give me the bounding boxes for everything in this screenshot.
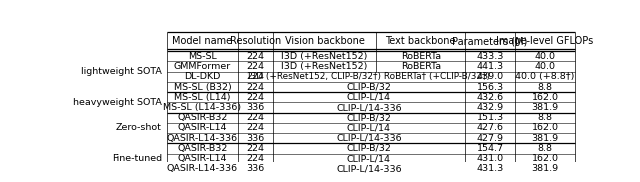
Text: 162.0: 162.0 xyxy=(531,154,559,163)
Text: 336: 336 xyxy=(246,134,264,143)
Text: 8.8: 8.8 xyxy=(538,113,552,122)
Text: MS-SL (L14-336): MS-SL (L14-336) xyxy=(163,103,241,112)
Text: 336: 336 xyxy=(246,103,264,112)
Text: 427.9: 427.9 xyxy=(477,134,504,143)
Text: 224: 224 xyxy=(246,154,264,163)
Text: lightweight SOTA: lightweight SOTA xyxy=(81,67,162,76)
Text: 224: 224 xyxy=(246,83,264,92)
Text: 432.9: 432.9 xyxy=(477,103,504,112)
Text: 431.3: 431.3 xyxy=(476,164,504,173)
Text: CLIP-B/32: CLIP-B/32 xyxy=(346,113,392,122)
Text: 381.9: 381.9 xyxy=(531,134,559,143)
Text: QASIR-L14-336: QASIR-L14-336 xyxy=(167,134,238,143)
Text: 151.3: 151.3 xyxy=(477,113,504,122)
Text: MS-SL: MS-SL xyxy=(188,52,217,61)
Text: CLIP-L/14: CLIP-L/14 xyxy=(347,154,391,163)
Text: Zero-shot: Zero-shot xyxy=(116,124,162,132)
Text: CLIP-B/32: CLIP-B/32 xyxy=(346,144,392,153)
Text: 381.9: 381.9 xyxy=(531,103,559,112)
Text: QASIR-L14: QASIR-L14 xyxy=(178,124,227,132)
Text: 8.8: 8.8 xyxy=(538,144,552,153)
Text: 40.0: 40.0 xyxy=(534,62,556,71)
Text: CLIP-L/14-336: CLIP-L/14-336 xyxy=(336,164,402,173)
Text: 224: 224 xyxy=(246,72,264,81)
Text: CLIP-L/14-336: CLIP-L/14-336 xyxy=(336,134,402,143)
Text: QASIR-L14: QASIR-L14 xyxy=(178,154,227,163)
Text: 162.0: 162.0 xyxy=(531,93,559,102)
Text: MS-SL (L14): MS-SL (L14) xyxy=(174,93,230,102)
Text: 433.3: 433.3 xyxy=(476,52,504,61)
Text: 162.0: 162.0 xyxy=(531,124,559,132)
Text: 40.0: 40.0 xyxy=(534,52,556,61)
Text: heavyweight SOTA: heavyweight SOTA xyxy=(73,98,162,107)
Text: Image-level GFLOPs: Image-level GFLOPs xyxy=(496,36,593,46)
Text: 156.3: 156.3 xyxy=(477,83,504,92)
Text: CLIP-L/14: CLIP-L/14 xyxy=(347,124,391,132)
Text: RoBERTa: RoBERTa xyxy=(401,62,441,71)
Text: Vision backbone: Vision backbone xyxy=(285,36,364,46)
Text: MS-SL (B32): MS-SL (B32) xyxy=(173,83,231,92)
Text: CLIP-L/14: CLIP-L/14 xyxy=(347,93,391,102)
Text: 154.7: 154.7 xyxy=(477,144,504,153)
Text: I3D (+ResNet152): I3D (+ResNet152) xyxy=(281,52,367,61)
Text: 381.9: 381.9 xyxy=(531,164,559,173)
Text: DL-DKD: DL-DKD xyxy=(184,72,221,81)
Text: CLIP-L/14-336: CLIP-L/14-336 xyxy=(336,103,402,112)
Text: 432.6: 432.6 xyxy=(477,93,504,102)
Text: Model name: Model name xyxy=(172,36,232,46)
Text: GMMFormer: GMMFormer xyxy=(174,62,231,71)
Text: Text backbone: Text backbone xyxy=(385,36,456,46)
Text: 439.0: 439.0 xyxy=(477,72,504,81)
Text: QASIR-L14-336: QASIR-L14-336 xyxy=(167,164,238,173)
Text: RoBERTa: RoBERTa xyxy=(401,52,441,61)
Text: Fine-tuned: Fine-tuned xyxy=(112,154,162,163)
Text: 224: 224 xyxy=(246,62,264,71)
Text: 40.0 (+8.8†): 40.0 (+8.8†) xyxy=(515,72,575,81)
Text: 441.3: 441.3 xyxy=(477,62,504,71)
Text: 224: 224 xyxy=(246,144,264,153)
Text: 224: 224 xyxy=(246,124,264,132)
Text: QASIR-B32: QASIR-B32 xyxy=(177,113,228,122)
Text: 224: 224 xyxy=(246,93,264,102)
Text: 224: 224 xyxy=(246,52,264,61)
Text: 224: 224 xyxy=(246,113,264,122)
Text: Parameters (M): Parameters (M) xyxy=(452,36,528,46)
Text: QASIR-B32: QASIR-B32 xyxy=(177,144,228,153)
Text: 8.8: 8.8 xyxy=(538,83,552,92)
Text: CLIP-B/32: CLIP-B/32 xyxy=(346,83,392,92)
Text: 336: 336 xyxy=(246,164,264,173)
Text: Resolution: Resolution xyxy=(230,36,281,46)
Text: 427.6: 427.6 xyxy=(477,124,504,132)
Text: I3D (+ResNet152): I3D (+ResNet152) xyxy=(281,62,367,71)
Text: 431.0: 431.0 xyxy=(477,154,504,163)
Text: I3D (+ResNet152, CLIP-B/32†) RoBERTa† (+CLIP-B/32†): I3D (+ResNet152, CLIP-B/32†) RoBERTa† (+… xyxy=(248,72,490,81)
